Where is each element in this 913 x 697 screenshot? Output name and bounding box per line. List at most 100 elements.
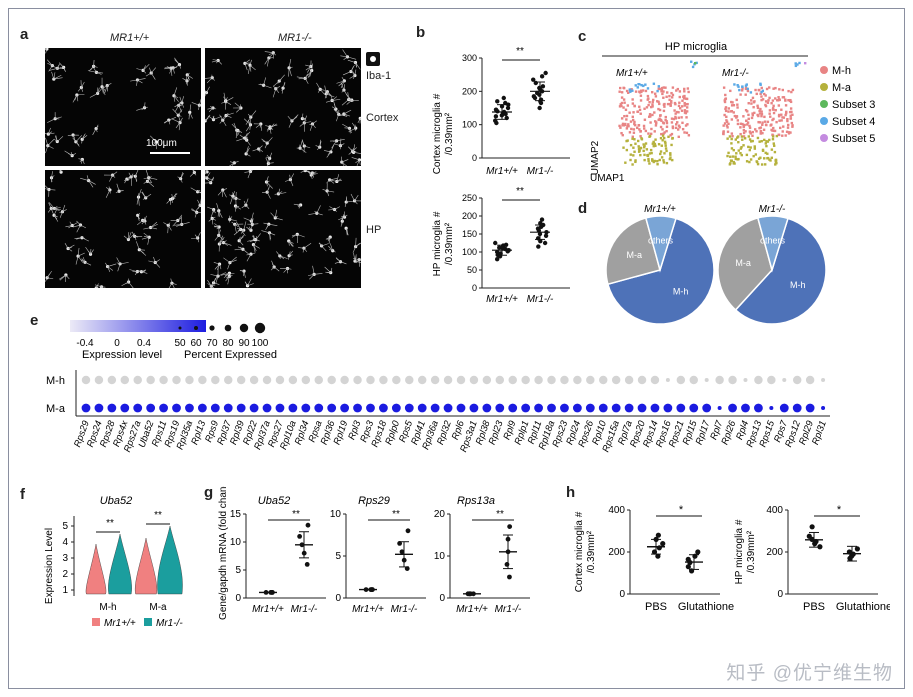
e-dot-mh bbox=[81, 375, 91, 385]
chart-e-dotplot: -0.4 0 0.4 Expression level 50 60 70 80 90 10… bbox=[46, 320, 830, 454]
microglia-cell bbox=[94, 284, 106, 288]
h-hp-unit: /0.39mm² bbox=[746, 530, 757, 573]
umap-point-ma bbox=[730, 137, 733, 141]
umap-point-mh bbox=[680, 109, 684, 112]
e-dot-ma bbox=[534, 403, 543, 413]
umap-point-mh bbox=[620, 101, 624, 105]
f-sig-2: ** bbox=[154, 510, 162, 521]
umap-point-ma bbox=[660, 156, 664, 159]
e-dot-ma bbox=[821, 406, 826, 410]
umap-point-mh bbox=[723, 122, 727, 125]
watermark: 知乎 @优宁维生物 bbox=[726, 663, 893, 684]
g-point bbox=[507, 574, 512, 580]
umap-point-mh bbox=[790, 90, 793, 94]
microglia-cell bbox=[207, 206, 216, 219]
umap-point-mh bbox=[676, 121, 679, 124]
c-ylabel: UMAP2 bbox=[590, 140, 601, 175]
umap-point-mh bbox=[742, 135, 746, 138]
umap-point-mh bbox=[722, 131, 725, 134]
g-ytick: 10 bbox=[230, 537, 242, 548]
microglia-cell bbox=[300, 113, 307, 121]
umap-point-s4 bbox=[657, 85, 661, 88]
b-hp-point bbox=[543, 233, 549, 238]
umap-point-mh bbox=[624, 122, 627, 126]
umap-point-ma bbox=[768, 138, 771, 142]
microglia-cell bbox=[49, 171, 55, 183]
h-sig: * bbox=[679, 504, 684, 516]
c-xlabel: UMAP1 bbox=[590, 173, 625, 184]
umap-point-mh bbox=[744, 87, 748, 91]
umap-point-mh bbox=[671, 126, 675, 130]
microglia-cell bbox=[328, 206, 340, 212]
microglia-cell bbox=[127, 172, 134, 186]
pie-label: M-a bbox=[735, 258, 751, 268]
microglia-cell bbox=[213, 262, 222, 271]
c-legend-label: Subset 5 bbox=[832, 133, 875, 145]
microglia-cell bbox=[325, 235, 332, 244]
f-ytick: 5 bbox=[62, 521, 68, 532]
umap-point-ma bbox=[661, 139, 664, 142]
microglia-cell bbox=[64, 243, 75, 252]
umap-point-mh bbox=[639, 99, 643, 102]
umap-point-ma bbox=[643, 146, 646, 149]
microglia-cell bbox=[141, 191, 152, 200]
umap-point-mh bbox=[640, 89, 643, 92]
umap-point-ma bbox=[632, 154, 635, 157]
umap-point-ma bbox=[734, 157, 737, 161]
e-dot-mh bbox=[443, 375, 453, 385]
microglia-cell bbox=[234, 246, 250, 255]
umap-point-mh bbox=[745, 119, 748, 122]
umap-point-ma bbox=[629, 158, 632, 162]
umap-point-mh bbox=[685, 131, 689, 135]
microglia-cell bbox=[45, 270, 54, 282]
umap-point-ma bbox=[648, 152, 652, 155]
umap-point-s4 bbox=[644, 83, 647, 86]
microglia-cell bbox=[205, 172, 214, 181]
umap-point-ma bbox=[640, 137, 643, 140]
umap-point-ma bbox=[639, 146, 643, 150]
b-hp-point bbox=[538, 221, 543, 226]
microglia-cell bbox=[78, 157, 85, 165]
microglia-cell bbox=[173, 57, 182, 70]
umap-point-ma bbox=[622, 146, 625, 149]
umap-point-mh bbox=[683, 101, 686, 105]
f-x2: M-a bbox=[149, 602, 167, 613]
microglia-cell bbox=[274, 188, 287, 196]
umap-point-mh bbox=[625, 89, 629, 93]
umap-point-ma bbox=[653, 159, 656, 163]
umap-point-mh bbox=[677, 135, 680, 139]
umap-point-mh bbox=[755, 130, 758, 133]
umap-point-ma bbox=[656, 160, 659, 163]
umap-point-ma bbox=[759, 156, 762, 159]
b-cortex-sig: ** bbox=[516, 46, 524, 57]
microglia-cell bbox=[309, 120, 317, 131]
umap-point-ma bbox=[727, 151, 730, 155]
microglia-cell bbox=[344, 196, 353, 208]
e-dot-ma bbox=[717, 406, 722, 410]
e-dot-ma bbox=[391, 403, 401, 413]
umap-point-mh bbox=[674, 112, 677, 115]
micrograph-ko-hp bbox=[205, 170, 361, 288]
umap-point-ma bbox=[657, 143, 661, 146]
umap-point-ma bbox=[774, 159, 778, 163]
umap-point-ma bbox=[647, 157, 650, 161]
e-dot-ma bbox=[340, 403, 350, 413]
e-dot-ma bbox=[456, 403, 466, 413]
e-dot-mh bbox=[185, 375, 194, 385]
umap-point-mh bbox=[774, 86, 777, 90]
h-point bbox=[854, 546, 860, 552]
umap-point-s4 bbox=[733, 83, 736, 86]
umap-point-mh bbox=[631, 118, 635, 122]
umap-point-mh bbox=[635, 126, 639, 130]
microglia-cell bbox=[296, 73, 309, 84]
e-dot-ma bbox=[779, 403, 789, 413]
scale-bar-label: 100μm bbox=[146, 138, 177, 149]
umap-point-mh bbox=[621, 122, 625, 126]
umap-point-mh bbox=[731, 134, 734, 138]
umap-point-ma bbox=[765, 144, 768, 148]
microglia-cell bbox=[80, 133, 88, 144]
umap-point-ma bbox=[741, 138, 744, 141]
umap-point-mh bbox=[782, 96, 786, 99]
chart-b-cortex: Cortex microglia # /0.39mm² Mr1+/+ Mr1-/… bbox=[432, 46, 570, 176]
e-dot-ma bbox=[637, 403, 647, 413]
